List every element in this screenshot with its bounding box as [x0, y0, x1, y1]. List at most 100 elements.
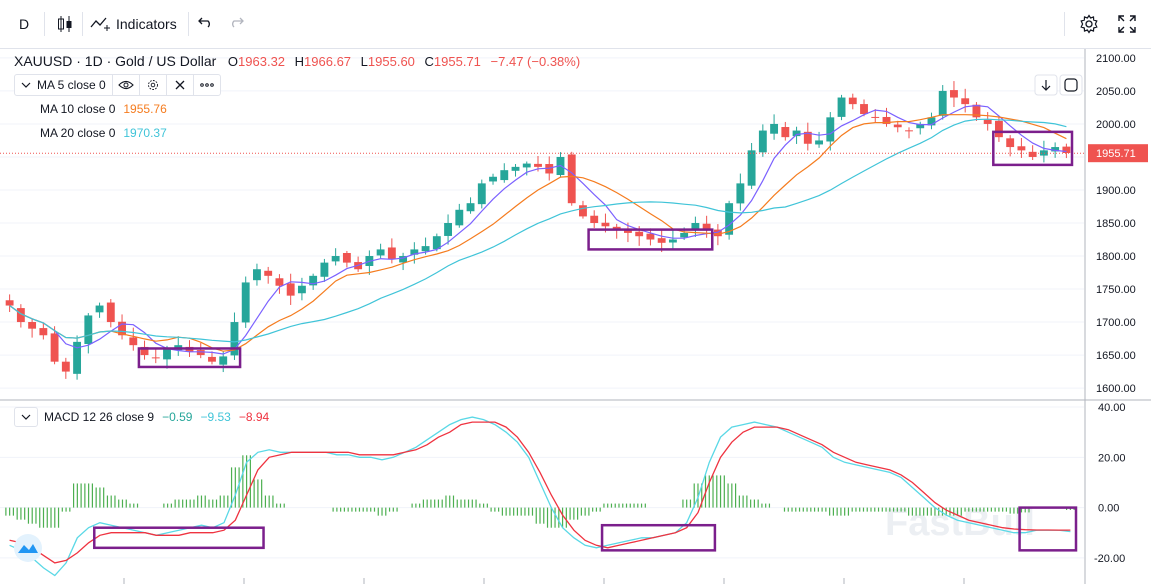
ma20-line	[9, 118, 1067, 343]
highlight-box	[992, 130, 1074, 167]
candle-body	[590, 215, 599, 223]
candle-body	[387, 247, 396, 260]
candle-body	[826, 117, 835, 142]
symbol-legend: XAUUSD · 1D · Gold / US Dollar O1963.32 …	[14, 53, 586, 69]
gear-icon[interactable]	[1078, 10, 1100, 38]
candle-body	[444, 223, 452, 236]
candle-body	[511, 166, 520, 171]
toolbar-divider	[44, 12, 45, 36]
candle-body	[1051, 147, 1060, 152]
macd-tick-label: -20.00	[1094, 553, 1125, 565]
candle-body	[871, 116, 880, 118]
chevron-down-icon[interactable]	[14, 407, 38, 427]
candle-body	[28, 322, 37, 329]
candle-body	[781, 127, 790, 138]
indicators-button[interactable]: Indicators	[90, 10, 177, 38]
candle-body	[893, 124, 902, 128]
candle-body	[151, 357, 160, 359]
ma5-study-row: MA 5 close 0	[14, 74, 221, 96]
candle-body	[770, 123, 779, 134]
candle-body	[73, 341, 82, 374]
candle-body	[1006, 138, 1015, 148]
macd-hist-value: −0.59	[162, 410, 193, 424]
candle-body	[848, 97, 857, 105]
arrow-down-icon	[1041, 80, 1051, 91]
last-price-label: 1955.71	[1096, 148, 1136, 160]
toolbar-divider	[1064, 12, 1065, 36]
candle-body	[1039, 150, 1048, 156]
candle-body	[500, 170, 509, 181]
candle-body	[1017, 146, 1026, 151]
highlight-box	[587, 228, 714, 251]
candle-body	[938, 90, 947, 116]
candle-body	[815, 140, 823, 145]
candle-body	[612, 226, 621, 230]
change-value: −7.47 (−0.38%)	[490, 54, 581, 69]
candle-body	[410, 249, 419, 255]
ma20-value: 1970.37	[123, 126, 167, 140]
macd-highlight-box	[93, 526, 265, 550]
macd-line-value: −9.53	[200, 410, 231, 424]
macd-tick-label: 20.00	[1098, 452, 1126, 464]
price-tick-label: 2050.00	[1096, 86, 1136, 98]
chart-background	[0, 48, 1151, 584]
ma20-study-row: MA 20 close 0 1970.37	[40, 123, 167, 143]
scroll-down-icon	[1034, 74, 1058, 96]
ma10-value: 1955.76	[123, 102, 167, 116]
top-toolbar: D Indicators	[0, 0, 1151, 49]
redo-icon[interactable]	[226, 10, 246, 38]
candle-body	[196, 350, 205, 356]
low-label: L	[360, 54, 368, 69]
candle-body	[680, 232, 689, 238]
candle-body	[961, 98, 970, 105]
indicators-icon	[90, 15, 112, 34]
candle-body	[466, 203, 475, 212]
gear-icon[interactable]	[138, 75, 166, 95]
candle-body	[725, 203, 734, 235]
candle-body	[219, 356, 228, 365]
macd-signal-line	[9, 421, 1071, 564]
candle-body	[421, 246, 430, 252]
candle-body	[5, 300, 14, 306]
price-tick-label: 1700.00	[1096, 317, 1136, 329]
more-icon[interactable]	[192, 75, 220, 95]
candle-body	[16, 308, 25, 323]
fullscreen-icon[interactable]	[1116, 10, 1138, 38]
candle-body	[95, 305, 104, 313]
ma10-label: MA 10 close 0	[40, 102, 116, 116]
candle-body	[792, 130, 801, 137]
interval-button[interactable]: D	[18, 16, 30, 32]
price-tick-label: 1600.00	[1096, 383, 1136, 395]
macd-tick-label: 0.00	[1098, 503, 1119, 515]
indicators-label: Indicators	[116, 16, 177, 32]
price-tick-label: 1650.00	[1096, 350, 1136, 362]
candle-body	[522, 163, 531, 168]
candle-body	[601, 222, 610, 227]
close-icon[interactable]	[165, 75, 193, 95]
last-price-badge	[1088, 144, 1148, 163]
candle-body	[50, 333, 59, 362]
ma5-label: MA 5 close 0	[37, 78, 106, 92]
undo-icon[interactable]	[196, 10, 216, 38]
candle-body	[129, 337, 138, 346]
eye-icon[interactable]	[111, 75, 139, 95]
logo-badge	[14, 534, 42, 562]
open-value: 1963.32	[238, 54, 286, 69]
candle-body	[309, 275, 318, 286]
price-tick-label: 2000.00	[1096, 119, 1136, 131]
candle-body	[455, 209, 464, 226]
autoscale-button	[1059, 74, 1083, 96]
candle-body	[860, 104, 868, 115]
candle-body	[668, 239, 677, 243]
chevron-down-icon[interactable]	[15, 75, 37, 95]
candle-body	[905, 130, 913, 132]
candle-body	[241, 282, 250, 323]
candle-body	[230, 322, 239, 356]
candle-body	[264, 270, 273, 276]
candles-icon[interactable]	[54, 10, 76, 38]
price-tick-label: 1900.00	[1096, 185, 1136, 197]
macd-highlight-box	[1018, 506, 1078, 552]
candle-body	[916, 123, 925, 129]
candle-body	[534, 163, 542, 167]
